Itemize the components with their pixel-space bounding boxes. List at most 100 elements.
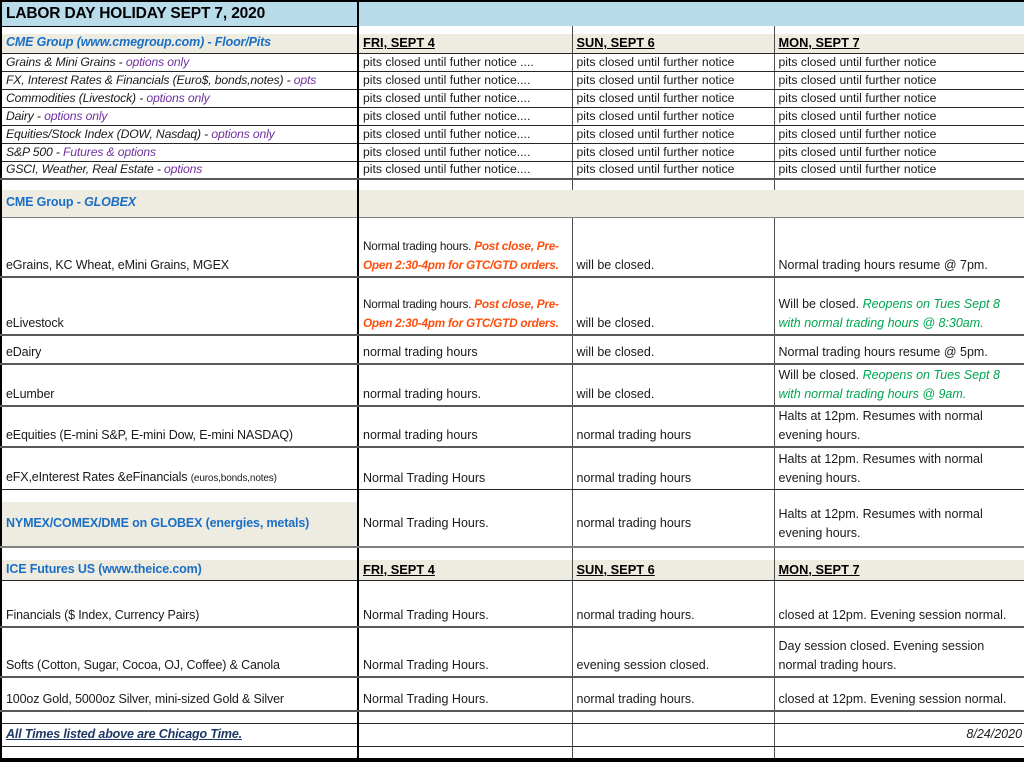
empty-cell[interactable] — [1, 746, 359, 760]
empty-cell[interactable] — [774, 711, 1024, 724]
cell-gold-mon[interactable]: closed at 12pm. Evening session normal. — [774, 677, 1024, 712]
empty-cell[interactable] — [572, 547, 775, 560]
cell-gsci-sun[interactable]: pits closed until further notice — [572, 161, 775, 180]
row-label-gsci[interactable]: GSCI, Weather, Real Estate - options — [1, 161, 359, 180]
empty-cell[interactable] — [358, 711, 573, 724]
cell-nymex-mon[interactable]: Halts at 12pm. Resumes with normal eveni… — [774, 502, 1024, 548]
row-label-gold[interactable]: 100oz Gold, 5000oz Silver, mini-sized Go… — [1, 677, 359, 712]
empty-cell[interactable] — [572, 26, 775, 34]
cell-nymex-sun[interactable]: normal trading hours — [572, 502, 775, 548]
cell-gold-sun[interactable]: normal trading hours. — [572, 677, 775, 712]
cell-financials-fri[interactable]: Normal Trading Hours. — [358, 580, 573, 628]
cell-egrains-fri[interactable]: Normal trading hours. Post close, Pre-Op… — [358, 217, 573, 278]
empty-cell[interactable] — [774, 26, 1024, 34]
empty-cell[interactable] — [358, 179, 573, 190]
empty-cell[interactable] — [572, 723, 775, 747]
empty-cell[interactable] — [1, 547, 359, 560]
row-label-sp500[interactable]: S&P 500 - Futures & options — [1, 143, 359, 162]
cell-softs-sun[interactable]: evening session closed. — [572, 627, 775, 678]
row-label-efx[interactable]: eFX,eInterest Rates &eFinancials (euros,… — [1, 447, 359, 490]
cell-dairy-fri[interactable]: pits closed until futher notice.... — [358, 107, 573, 126]
row-label-eequities[interactable]: eEquities (E-mini S&P, E-mini Dow, E-min… — [1, 406, 359, 448]
cell-nymex-fri[interactable]: Normal Trading Hours. — [358, 502, 573, 548]
cell-dairy-sun[interactable]: pits closed until further notice — [572, 107, 775, 126]
row-label-grains[interactable]: Grains & Mini Grains - options only — [1, 53, 359, 72]
row-label-elumber[interactable]: eLumber — [1, 364, 359, 407]
globex-header-spacer[interactable] — [358, 190, 1024, 218]
empty-cell[interactable] — [1, 26, 359, 34]
cell-egrains-sun[interactable]: will be closed. — [572, 217, 775, 278]
cell-equities-fri[interactable]: pits closed until futher notice.... — [358, 125, 573, 144]
revision-date[interactable]: 8/24/2020 — [774, 723, 1024, 747]
section-cme-floor-pits[interactable]: CME Group (www.cmegroup.com) - Floor/Pit… — [1, 34, 359, 54]
empty-cell[interactable] — [572, 711, 775, 724]
row-label-dairy[interactable]: Dairy - options only — [1, 107, 359, 126]
cell-sp500-sun[interactable]: pits closed until further notice — [572, 143, 775, 162]
cell-softs-fri[interactable]: Normal Trading Hours. — [358, 627, 573, 678]
col-header-fri[interactable]: FRI, SEPT 4 — [358, 34, 573, 54]
cell-efx-sun[interactable]: normal trading hours — [572, 447, 775, 490]
cell-softs-mon[interactable]: Day session closed. Evening session norm… — [774, 627, 1024, 678]
col-header-sun[interactable]: SUN, SEPT 6 — [572, 34, 775, 54]
sheet-title[interactable]: LABOR DAY HOLIDAY SEPT 7, 2020 — [1, 1, 359, 27]
cell-grains-fri[interactable]: pits closed until futher notice .... — [358, 53, 573, 72]
cell-financials-sun[interactable]: normal trading hours. — [572, 580, 775, 628]
cell-grains-mon[interactable]: pits closed until further notice — [774, 53, 1024, 72]
row-label-fx[interactable]: FX, Interest Rates & Financials (Euro$, … — [1, 71, 359, 90]
ice-col-header-fri[interactable]: FRI, SEPT 4 — [358, 560, 573, 581]
cell-edairy-mon[interactable]: Normal trading hours resume @ 5pm. — [774, 335, 1024, 365]
cell-eequities-fri[interactable]: normal trading hours — [358, 406, 573, 448]
cell-equities-mon[interactable]: pits closed until further notice — [774, 125, 1024, 144]
cell-gsci-fri[interactable]: pits closed until futher notice.... — [358, 161, 573, 180]
cell-commodities-sun[interactable]: pits closed until further notice — [572, 89, 775, 108]
row-label-elivestock[interactable]: eLivestock — [1, 277, 359, 336]
cell-dairy-mon[interactable]: pits closed until further notice — [774, 107, 1024, 126]
empty-cell[interactable] — [774, 489, 1024, 502]
row-label-equities[interactable]: Equities/Stock Index (DOW, Nasdaq) - opt… — [1, 125, 359, 144]
cell-financials-mon[interactable]: closed at 12pm. Evening session normal. — [774, 580, 1024, 628]
empty-cell[interactable] — [572, 746, 775, 760]
cell-elivestock-mon[interactable]: Will be closed. Reopens on Tues Sept 8 w… — [774, 277, 1024, 336]
cell-grains-sun[interactable]: pits closed until further notice — [572, 53, 775, 72]
cell-elumber-fri[interactable]: normal trading hours. — [358, 364, 573, 407]
section-nymex[interactable]: NYMEX/COMEX/DME on GLOBEX (energies, met… — [1, 502, 359, 548]
empty-cell[interactable] — [358, 547, 573, 560]
row-label-edairy[interactable]: eDairy — [1, 335, 359, 365]
empty-cell[interactable] — [774, 746, 1024, 760]
cell-edairy-sun[interactable]: will be closed. — [572, 335, 775, 365]
cell-elivestock-fri[interactable]: Normal trading hours. Post close, Pre-Op… — [358, 277, 573, 336]
row-label-financials[interactable]: Financials ($ Index, Currency Pairs) — [1, 580, 359, 628]
cell-fx-sun[interactable]: pits closed until further notice — [572, 71, 775, 90]
empty-cell[interactable] — [358, 746, 573, 760]
cell-elumber-sun[interactable]: will be closed. — [572, 364, 775, 407]
empty-cell[interactable] — [1, 179, 359, 190]
empty-cell[interactable] — [358, 723, 573, 747]
empty-cell[interactable] — [1, 489, 359, 502]
empty-cell[interactable] — [572, 179, 775, 190]
chicago-time-note[interactable]: All Times listed above are Chicago Time. — [1, 723, 359, 747]
cell-gold-fri[interactable]: Normal Trading Hours. — [358, 677, 573, 712]
cell-sp500-mon[interactable]: pits closed until further notice — [774, 143, 1024, 162]
empty-cell[interactable] — [572, 489, 775, 502]
title-row-spacer[interactable] — [358, 1, 1024, 26]
cell-fx-mon[interactable]: pits closed until further notice — [774, 71, 1024, 90]
cell-efx-mon[interactable]: Halts at 12pm. Resumes with normal eveni… — [774, 447, 1024, 490]
cell-elivestock-sun[interactable]: will be closed. — [572, 277, 775, 336]
row-label-softs[interactable]: Softs (Cotton, Sugar, Cocoa, OJ, Coffee)… — [1, 627, 359, 678]
section-ice[interactable]: ICE Futures US (www.theice.com) — [1, 560, 359, 581]
empty-cell[interactable] — [358, 26, 573, 34]
cell-fx-fri[interactable]: pits closed until futher notice.... — [358, 71, 573, 90]
ice-col-header-sun[interactable]: SUN, SEPT 6 — [572, 560, 775, 581]
col-header-mon[interactable]: MON, SEPT 7 — [774, 34, 1024, 54]
cell-eequities-mon[interactable]: Halts at 12pm. Resumes with normal eveni… — [774, 406, 1024, 448]
empty-cell[interactable] — [1, 711, 359, 724]
cell-commodities-mon[interactable]: pits closed until further notice — [774, 89, 1024, 108]
cell-equities-sun[interactable]: pits closed until further notice — [572, 125, 775, 144]
empty-cell[interactable] — [774, 179, 1024, 190]
ice-col-header-mon[interactable]: MON, SEPT 7 — [774, 560, 1024, 581]
cell-sp500-fri[interactable]: pits closed until futher notice.... — [358, 143, 573, 162]
cell-egrains-mon[interactable]: Normal trading hours resume @ 7pm. — [774, 217, 1024, 278]
cell-commodities-fri[interactable]: pits closed until futher notice.... — [358, 89, 573, 108]
empty-cell[interactable] — [774, 547, 1024, 560]
empty-cell[interactable] — [358, 489, 573, 502]
